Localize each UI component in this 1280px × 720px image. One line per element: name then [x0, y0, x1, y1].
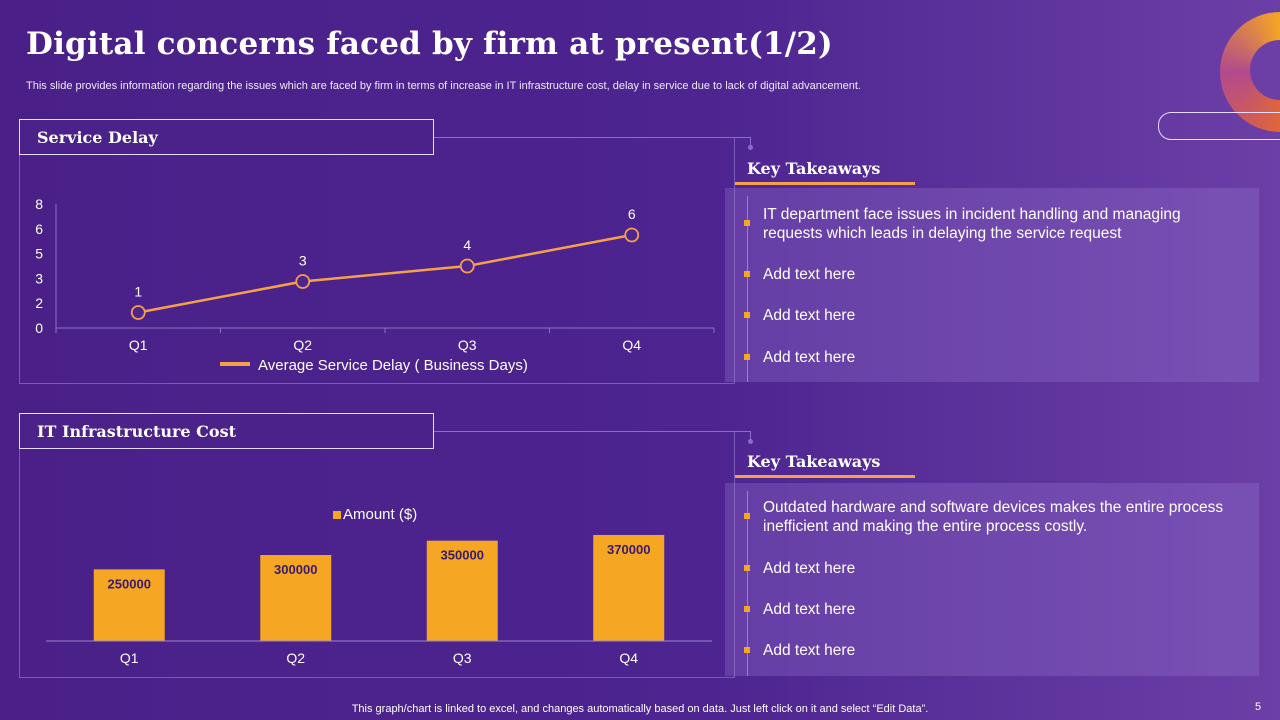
data-point[interactable]: [624, 227, 640, 243]
bar[interactable]: [426, 540, 498, 641]
takeaway-item: Add text here: [763, 601, 856, 618]
takeaway-item: Outdated hardware and software devices m…: [763, 499, 1224, 535]
service-delay-label: Service Delay: [19, 119, 434, 155]
bar-value-label: 350000: [441, 548, 484, 563]
data-label: 4: [463, 237, 471, 253]
y-tick-label: 2: [35, 295, 43, 311]
connector-line: [434, 137, 750, 138]
x-tick-label: Q2: [286, 650, 305, 666]
connector-line: [750, 431, 751, 441]
it-cost-bar-chart[interactable]: Amount ($) 250000 300000 350000 370000 Q1 Q2…: [20, 495, 732, 675]
page-number: 5: [1255, 701, 1262, 713]
bullet-icon: [744, 647, 750, 653]
decorative-pill: [1158, 112, 1280, 140]
x-tick-label: Q3: [458, 337, 477, 353]
bar[interactable]: [593, 534, 665, 641]
y-tick-label: 8: [35, 196, 43, 212]
takeaway-item: Add text here: [763, 560, 856, 577]
takeaway-rail: [747, 491, 748, 676]
x-tick-label: Q4: [619, 650, 638, 666]
takeaway-rail: [747, 196, 748, 382]
bullet-icon: [744, 271, 750, 277]
x-tick-label: Q1: [129, 337, 148, 353]
takeaway-item: Add text here: [763, 349, 856, 366]
key-takeaways-title-top: Key Takeaways: [747, 159, 881, 178]
takeaway-item: Add text here: [763, 266, 856, 283]
data-label: 1: [134, 284, 142, 300]
y-tick-label: 3: [35, 270, 43, 286]
legend-label: Amount ($): [343, 506, 417, 523]
bullet-icon: [744, 312, 750, 318]
connector-line: [434, 431, 750, 432]
bar-value-label: 250000: [108, 576, 151, 591]
key-takeaways-title-bottom: Key Takeaways: [747, 452, 881, 471]
data-label: 6: [628, 206, 636, 222]
y-tick-label: 0: [35, 320, 43, 336]
x-tick-label: Q3: [453, 650, 472, 666]
key-takeaways-underline: [735, 182, 915, 185]
line-series-average-service-delay: [138, 233, 632, 314]
bar[interactable]: [93, 569, 165, 641]
y-tick-label: 5: [35, 246, 43, 262]
bar-value-label: 300000: [274, 562, 317, 577]
bar-value-label: 370000: [607, 542, 650, 557]
connector-dot: [748, 145, 753, 150]
connector-dot: [748, 439, 753, 444]
x-tick-label: Q4: [622, 337, 641, 353]
page-subtitle: This slide provides information regardin…: [26, 80, 861, 92]
data-point[interactable]: [295, 274, 311, 289]
service-delay-line-chart[interactable]: 0 2 3 5 6 8 1 3 4 6 Q1 Q2 Q3 Q4 Average Service Del…: [20, 190, 732, 380]
footnote: This graph/chart is linked to excel, and…: [351, 703, 929, 715]
bullet-icon: [744, 354, 750, 360]
takeaway-item: Add text here: [763, 642, 856, 659]
bullet-icon: [744, 220, 750, 226]
x-tick-label: Q2: [293, 337, 312, 353]
key-takeaways-underline: [735, 475, 915, 478]
bullet-icon: [744, 606, 750, 612]
bullet-icon: [744, 513, 750, 519]
key-takeaways-box-bottom: [725, 483, 1259, 676]
data-point[interactable]: [130, 305, 146, 320]
page-title: Digital concerns faced by firm at presen…: [26, 26, 833, 62]
bullet-icon: [744, 565, 750, 571]
connector-line: [750, 137, 751, 147]
data-point[interactable]: [459, 258, 475, 274]
bar[interactable]: [260, 555, 332, 641]
it-cost-label: IT Infrastructure Cost: [19, 413, 434, 449]
legend-label: Average Service Delay ( Business Days): [258, 357, 528, 374]
takeaway-item: Add text here: [763, 307, 856, 324]
key-takeaways-box-top: [725, 188, 1259, 382]
legend-swatch: [333, 511, 341, 519]
y-tick-label: 6: [35, 221, 43, 237]
x-tick-label: Q1: [120, 650, 139, 666]
data-label: 3: [299, 253, 307, 269]
takeaway-item: IT department face issues in incident ha…: [763, 206, 1181, 242]
